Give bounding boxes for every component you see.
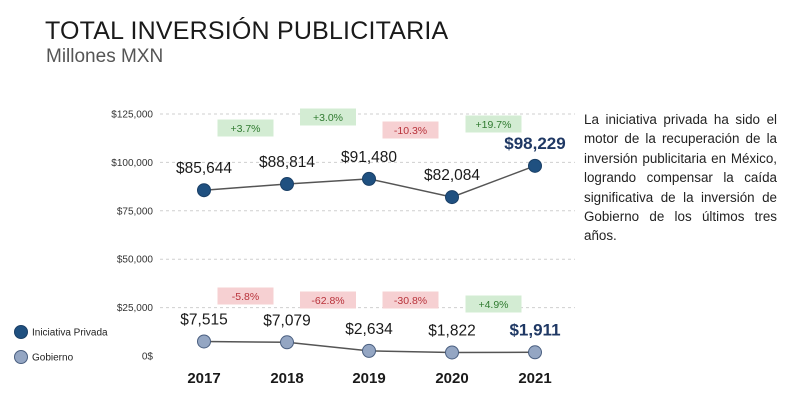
- y-tick-label: $25,000: [117, 303, 154, 314]
- legend-marker-gobierno: [14, 350, 28, 364]
- x-tick-label: 2020: [435, 370, 468, 387]
- legend-label-gobierno: Gobierno: [32, 353, 74, 364]
- change-badge-privada: +3.7%: [230, 123, 260, 135]
- data-point-gobierno: [197, 334, 211, 349]
- change-badge-gobierno: +4.9%: [478, 299, 508, 311]
- x-tick-label: 2017: [187, 370, 220, 387]
- legend-marker-privada: [14, 325, 28, 339]
- change-badge-bg: [217, 287, 274, 305]
- data-point-gobierno: [528, 345, 542, 360]
- data-point-privada: [197, 183, 211, 198]
- y-axis-ticks: 0$ $25,000 $50,000 $75,000 $100,000 $125,000: [111, 110, 153, 363]
- data-point-gobierno: [280, 335, 294, 350]
- change-badge-bg: [382, 291, 439, 309]
- change-badge-bg: [217, 119, 274, 137]
- legend: Iniciativa Privada Gobierno: [14, 325, 108, 364]
- change-badges: +3.7% +3.0% -10.3% +19.7% -5.8% -62.8% -30.8% +…: [217, 108, 522, 313]
- y-tick-label: 0$: [142, 352, 154, 363]
- change-badge-gobierno: -62.8%: [311, 295, 344, 307]
- value-label-gobierno: $2,634: [345, 321, 393, 338]
- chart-subtitle: Millones MXN: [46, 46, 164, 67]
- x-axis-labels: 2017 2018 2019 2020 2021: [187, 370, 551, 387]
- y-tick-label: $75,000: [117, 206, 154, 217]
- chart-title: TOTAL INVERSIÓN PUBLICITARIA: [45, 17, 449, 45]
- value-label-privada: $88,814: [259, 154, 315, 171]
- value-label-gobierno: $7,515: [180, 311, 227, 328]
- value-label-privada: $98,229: [504, 134, 565, 153]
- change-badge-privada: +19.7%: [476, 119, 512, 131]
- data-point-gobierno: [445, 345, 459, 360]
- data-point-privada: [362, 171, 376, 186]
- annotation-text: La iniciativa privada ha sido el motor d…: [584, 112, 777, 244]
- legend-label-privada: Iniciativa Privada: [32, 328, 108, 339]
- series-points: [197, 158, 542, 360]
- change-badge-bg: [465, 115, 522, 133]
- change-badge-bg: [465, 295, 522, 313]
- change-badge-bg: [382, 121, 439, 139]
- change-badge-bg: [300, 108, 356, 126]
- change-badge-bg: [300, 291, 356, 309]
- value-labels: $85,644 $88,814 $91,480 $82,084 $98,229 $7,51…: [176, 134, 566, 340]
- data-point-gobierno: [362, 343, 376, 358]
- x-tick-label: 2018: [270, 370, 303, 387]
- value-label-gobierno: $1,911: [509, 320, 560, 339]
- data-point-privada: [528, 158, 542, 173]
- data-point-privada: [280, 177, 294, 192]
- data-point-privada: [445, 190, 459, 205]
- change-badge-privada: +3.0%: [313, 112, 343, 124]
- value-label-gobierno: $7,079: [263, 312, 310, 329]
- x-tick-label: 2021: [518, 370, 551, 387]
- value-label-privada: $85,644: [176, 160, 232, 177]
- change-badge-privada: -10.3%: [394, 125, 427, 137]
- x-tick-label: 2019: [352, 370, 385, 387]
- value-label-gobierno: $1,822: [428, 322, 475, 339]
- y-tick-label: $50,000: [117, 255, 154, 266]
- value-label-privada: $91,480: [341, 149, 397, 166]
- y-tick-label: $100,000: [111, 158, 153, 169]
- value-label-privada: $82,084: [424, 167, 480, 184]
- change-badge-gobierno: -30.8%: [394, 295, 427, 307]
- y-tick-label: $125,000: [111, 110, 153, 121]
- change-badge-gobierno: -5.8%: [232, 291, 259, 303]
